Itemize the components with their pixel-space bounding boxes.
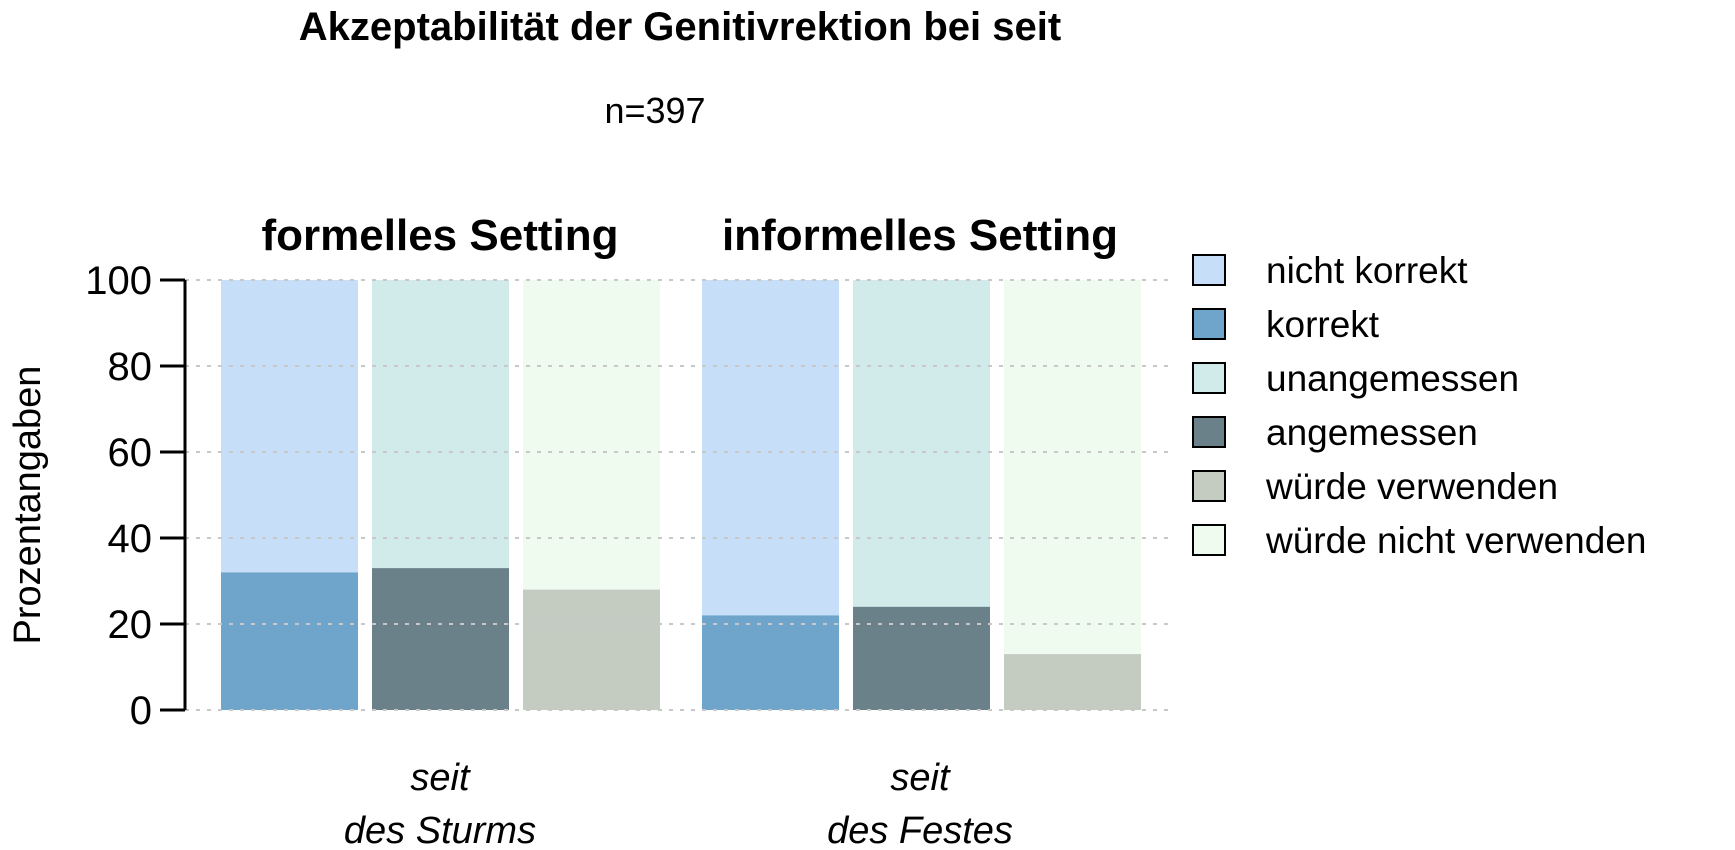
legend-label: würde verwenden bbox=[1265, 466, 1558, 507]
bar-segment-wuerde-nicht-verwenden bbox=[1004, 280, 1141, 655]
y-tick-labels: 0 20 40 60 80 100 bbox=[85, 259, 152, 733]
y-axis-label: Prozentangaben bbox=[7, 366, 49, 645]
bar-segment-wuerde-verwenden bbox=[1004, 654, 1141, 710]
y-tick-label: 0 bbox=[130, 689, 152, 733]
legend-swatch bbox=[1192, 524, 1226, 556]
bar-segment-unangemessen bbox=[372, 280, 509, 569]
category-label-informal-line1: seit bbox=[890, 757, 951, 799]
chart-subtitle: n=397 bbox=[604, 90, 705, 131]
panel-title-informal: informelles Setting bbox=[722, 211, 1118, 260]
bar-segment-nicht-korrekt bbox=[702, 280, 839, 616]
y-tick-label: 100 bbox=[85, 259, 152, 303]
bar-segment-wuerde-nicht-verwenden bbox=[523, 280, 660, 590]
bar-segment-nicht-korrekt bbox=[221, 280, 358, 573]
chart-title: Akzeptabilität der Genitivrektion bei se… bbox=[299, 5, 1061, 49]
y-tick-label: 20 bbox=[108, 603, 153, 647]
y-tick-label: 60 bbox=[108, 431, 153, 475]
legend-label: unangemessen bbox=[1266, 358, 1519, 399]
legend-swatch bbox=[1192, 362, 1226, 394]
bar-segment-wuerde-verwenden bbox=[523, 589, 660, 710]
legend-label: korrekt bbox=[1266, 304, 1380, 345]
legend-label: würde nicht verwenden bbox=[1265, 520, 1647, 561]
y-tick-label: 80 bbox=[108, 345, 153, 389]
legend-label: angemessen bbox=[1266, 412, 1478, 453]
legend-swatch bbox=[1192, 470, 1226, 502]
legend-label: nicht korrekt bbox=[1266, 250, 1468, 291]
legend-swatch bbox=[1192, 416, 1226, 448]
y-axis bbox=[160, 278, 187, 712]
bar-segment-unangemessen bbox=[853, 280, 990, 607]
panel-title-formal: formelles Setting bbox=[262, 211, 619, 260]
category-label-formal-line2: des Sturms bbox=[344, 810, 536, 850]
bar-segment-korrekt bbox=[221, 572, 358, 710]
legend-swatch bbox=[1192, 308, 1226, 340]
category-label-informal-line2: des Festes bbox=[827, 810, 1013, 850]
legend: nicht korrekt korrekt unangemessen angemess… bbox=[1192, 250, 1647, 561]
bar-segment-korrekt bbox=[702, 615, 839, 710]
grid-lines-overlay bbox=[185, 279, 1175, 711]
y-tick-label: 40 bbox=[108, 517, 153, 561]
bars bbox=[221, 280, 1141, 710]
bar-segment-angemessen bbox=[372, 568, 509, 710]
legend-swatch bbox=[1192, 254, 1226, 286]
category-label-formal-line1: seit bbox=[410, 757, 471, 799]
bar-segment-angemessen bbox=[853, 606, 990, 710]
